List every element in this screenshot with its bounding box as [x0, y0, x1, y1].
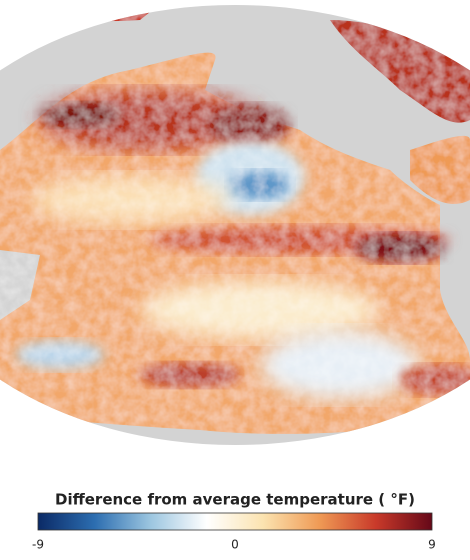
- legend-title: Difference from average temperature ( °F…: [55, 491, 415, 509]
- tick-label: 9: [428, 538, 436, 552]
- ocean-anomaly: [0, 10, 470, 434]
- map: [0, 5, 470, 445]
- legend-ticks: -9 0 9: [32, 538, 436, 552]
- tick-label: 0: [231, 538, 239, 552]
- tick-label: -9: [32, 538, 44, 552]
- color-bar: [37, 512, 433, 531]
